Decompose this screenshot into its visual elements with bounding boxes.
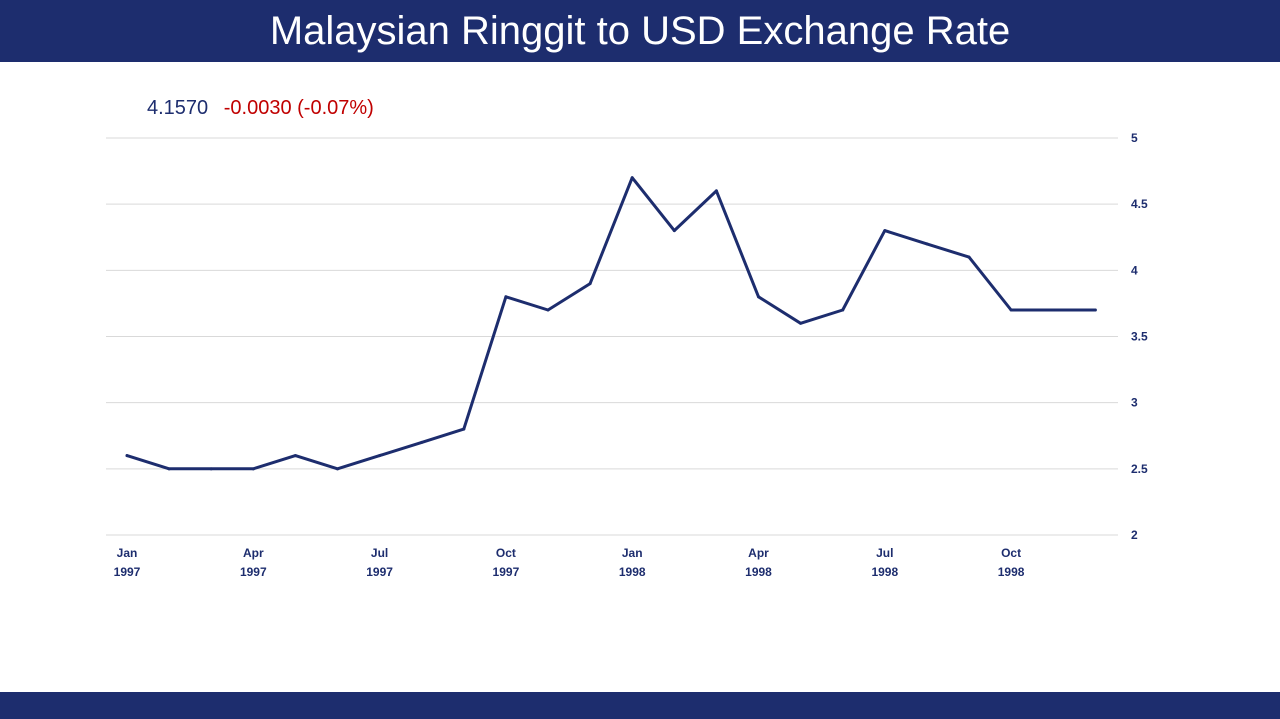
x-tick-label: Apr xyxy=(243,546,264,560)
x-tick-label-year: 1997 xyxy=(366,565,393,579)
x-tick-label: Jul xyxy=(371,546,388,560)
data-point xyxy=(841,308,845,312)
y-tick-label: 3 xyxy=(1131,396,1138,410)
x-tick-label-year: 1998 xyxy=(619,565,646,579)
x-tick-label: Jul xyxy=(876,546,893,560)
y-tick-label: 3.5 xyxy=(1131,330,1148,344)
x-tick-label: Oct xyxy=(496,546,516,560)
y-tick-label: 5 xyxy=(1131,131,1138,145)
x-tick-label-year: 1998 xyxy=(998,565,1025,579)
x-tick-label-year: 1997 xyxy=(114,565,141,579)
header-bar: Malaysian Ringgit to USD Exchange Rate xyxy=(0,0,1280,62)
data-point xyxy=(462,427,466,431)
x-tick-label-year: 1997 xyxy=(240,565,267,579)
data-point xyxy=(588,282,592,286)
x-tick-label-year: 1997 xyxy=(493,565,520,579)
data-point xyxy=(714,189,718,193)
data-point xyxy=(925,242,929,246)
data-point xyxy=(757,295,760,299)
data-point xyxy=(336,467,339,471)
data-point xyxy=(209,467,213,471)
data-point xyxy=(1051,308,1055,312)
y-tick-label: 4.5 xyxy=(1131,197,1148,211)
data-point xyxy=(883,229,887,233)
x-tick-label: Oct xyxy=(1001,546,1021,560)
x-tick-label: Jan xyxy=(117,546,138,560)
data-point xyxy=(672,229,676,233)
rate-change: -0.0030 (-0.07%) xyxy=(223,97,374,119)
y-tick-label: 2.5 xyxy=(1131,462,1148,476)
data-point xyxy=(546,308,550,312)
y-tick-label: 4 xyxy=(1131,263,1138,277)
data-point xyxy=(967,255,971,259)
data-point xyxy=(799,321,803,325)
data-point xyxy=(420,440,424,444)
x-tick-label-year: 1998 xyxy=(871,565,898,579)
series-line xyxy=(125,176,1097,471)
data-point xyxy=(1009,308,1013,312)
data-point xyxy=(125,454,129,458)
data-point xyxy=(378,454,382,458)
data-point xyxy=(251,467,255,471)
data-point xyxy=(167,467,171,471)
data-point xyxy=(504,295,508,299)
data-point xyxy=(630,176,634,180)
footer-bar xyxy=(0,692,1280,719)
x-tick-label: Jan xyxy=(622,546,643,560)
quote-summary: 4.1570 -0.0030 (-0.07%) xyxy=(147,97,374,120)
data-point xyxy=(1093,308,1097,312)
current-rate: 4.1570 xyxy=(147,97,209,119)
page-title: Malaysian Ringgit to USD Exchange Rate xyxy=(269,9,1011,53)
data-point xyxy=(293,454,297,458)
y-tick-label: 2 xyxy=(1131,528,1138,542)
x-tick-label-year: 1998 xyxy=(745,565,772,579)
x-tick-label: Apr xyxy=(748,546,769,560)
